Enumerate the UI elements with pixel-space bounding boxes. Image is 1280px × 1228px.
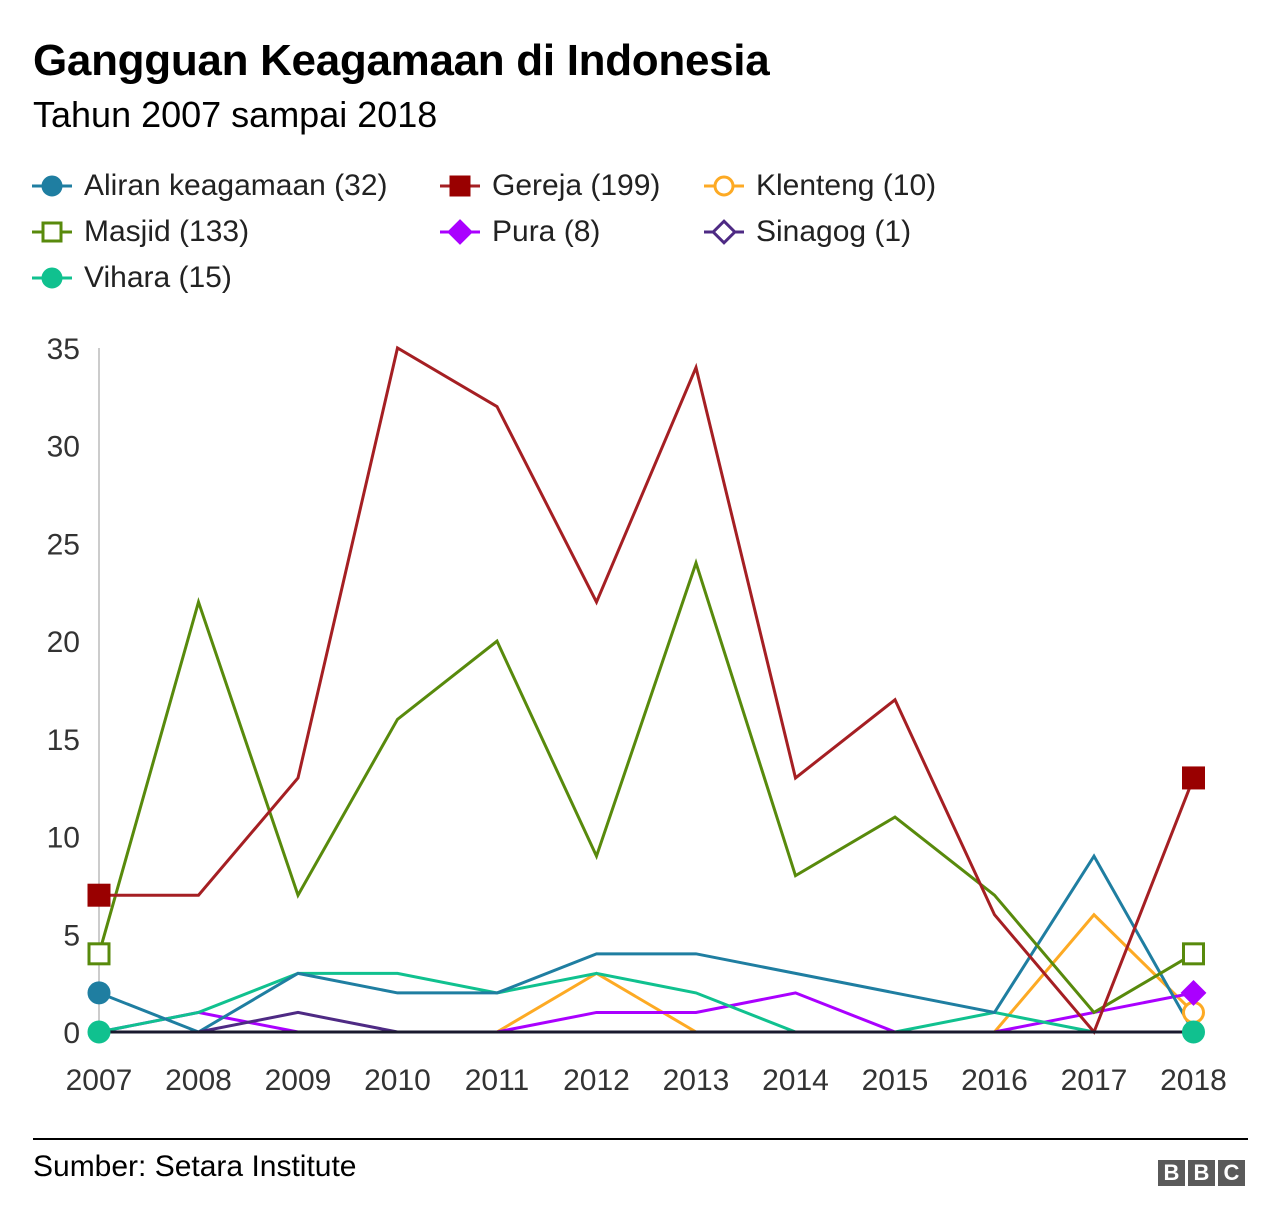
x-tick-label: 2011	[465, 1064, 530, 1097]
y-tick-label: 30	[47, 431, 80, 464]
x-tick-label: 2010	[364, 1064, 431, 1097]
x-tick-label: 2015	[862, 1064, 929, 1097]
legend-item-masjid: Masjid (133)	[30, 212, 249, 252]
legend-item-vihara: Vihara (15)	[30, 258, 232, 298]
series-masjid	[97, 558, 1195, 1015]
y-tick-label: 5	[63, 919, 80, 952]
chart-plot-area: 0 5 10 15 20 25 30 35 2007 2008 2009 2010 2011 2012 20…	[47, 333, 1227, 1097]
legend-marker-icon	[713, 175, 735, 197]
circle-filled-icon	[32, 267, 72, 289]
x-tick-label: 2009	[265, 1064, 332, 1097]
data-point-marker	[1182, 766, 1205, 790]
x-tick-label: 2014	[762, 1064, 829, 1097]
data-point-marker	[87, 981, 111, 1005]
legend-label: Klenteng (10)	[756, 169, 937, 202]
legend-label: Vihara (15)	[84, 261, 232, 294]
series-vihara	[98, 971, 1194, 1034]
legend-label: Aliran keagamaan (32)	[84, 169, 388, 202]
legend-label: Sinagog (1)	[756, 215, 912, 248]
bbc-logo-letter: B	[1158, 1160, 1185, 1186]
data-point-marker	[1180, 979, 1207, 1006]
legend-item-pura: Pura (8)	[438, 212, 600, 252]
x-tick-label: 2008	[165, 1064, 232, 1097]
y-tick-label: 0	[63, 1017, 80, 1050]
y-tick-label: 15	[47, 724, 80, 757]
bbc-logo-letter: B	[1188, 1160, 1215, 1186]
source-note: Sumber: Setara Institute	[33, 1150, 357, 1183]
legend-item-klenteng: Klenteng (10)	[702, 166, 936, 206]
y-tick-label: 25	[47, 528, 80, 561]
series-gereja	[99, 345, 1195, 1035]
series-aliran-keagamaan	[98, 853, 1195, 1034]
legend-marker-icon	[41, 221, 63, 243]
y-tick-label: 20	[47, 626, 80, 659]
diamond-open-icon	[704, 219, 744, 245]
x-tick-label: 2017	[1061, 1064, 1128, 1097]
bbc-logo-letter: C	[1218, 1160, 1245, 1186]
square-open-icon	[32, 221, 72, 243]
footer-divider	[33, 1138, 1248, 1140]
legend-item-aliran-keagamaan: Aliran keagamaan (32)	[30, 166, 388, 206]
chart-legend: Aliran keagamaan (32) Gereja (199) Klenten…	[30, 166, 1030, 306]
legend-marker-icon	[449, 175, 471, 197]
data-point-marker	[1182, 942, 1205, 966]
legend-label: Masjid (133)	[84, 215, 250, 248]
series-sinagog	[99, 1010, 1194, 1034]
circle-open-icon	[704, 175, 744, 197]
legend-item-gereja: Gereja (199)	[438, 166, 660, 206]
y-tick-label: 35	[47, 333, 80, 366]
data-point-marker	[87, 1020, 111, 1044]
legend-marker-icon	[447, 219, 473, 245]
series-pura	[98, 991, 1194, 1034]
diamond-filled-icon	[440, 219, 480, 245]
bbc-logo: B B C	[1158, 1160, 1245, 1186]
x-tick-label: 2012	[563, 1064, 630, 1097]
data-point-marker	[87, 942, 111, 966]
chart-subtitle: Tahun 2007 sampai 2018	[33, 94, 438, 135]
square-filled-icon	[440, 175, 480, 197]
legend-label: Gereja (199)	[492, 169, 661, 202]
legend-marker-icon	[41, 267, 63, 289]
legend-label: Pura (8)	[492, 215, 601, 248]
x-tick-label: 2016	[961, 1064, 1028, 1097]
x-tick-label: 2013	[663, 1064, 730, 1097]
legend-marker-icon	[41, 175, 63, 197]
data-point-marker	[87, 883, 111, 907]
chart-title: Gangguan Keagamaan di Indonesia	[33, 36, 770, 85]
legend-item-sinagog: Sinagog (1)	[702, 212, 911, 252]
series-klenteng	[99, 912, 1195, 1034]
data-point-marker	[1182, 1020, 1205, 1044]
circle-filled-icon	[32, 175, 72, 197]
line-chart: 0 5 10 15 20 25 30 35 2007 2008 2009 2010 2011 2012 20…	[0, 320, 1280, 1120]
legend-marker-icon	[711, 219, 737, 245]
x-tick-label: 2007	[66, 1064, 133, 1097]
y-tick-label: 10	[47, 822, 80, 855]
x-tick-label: 2018	[1160, 1064, 1227, 1097]
